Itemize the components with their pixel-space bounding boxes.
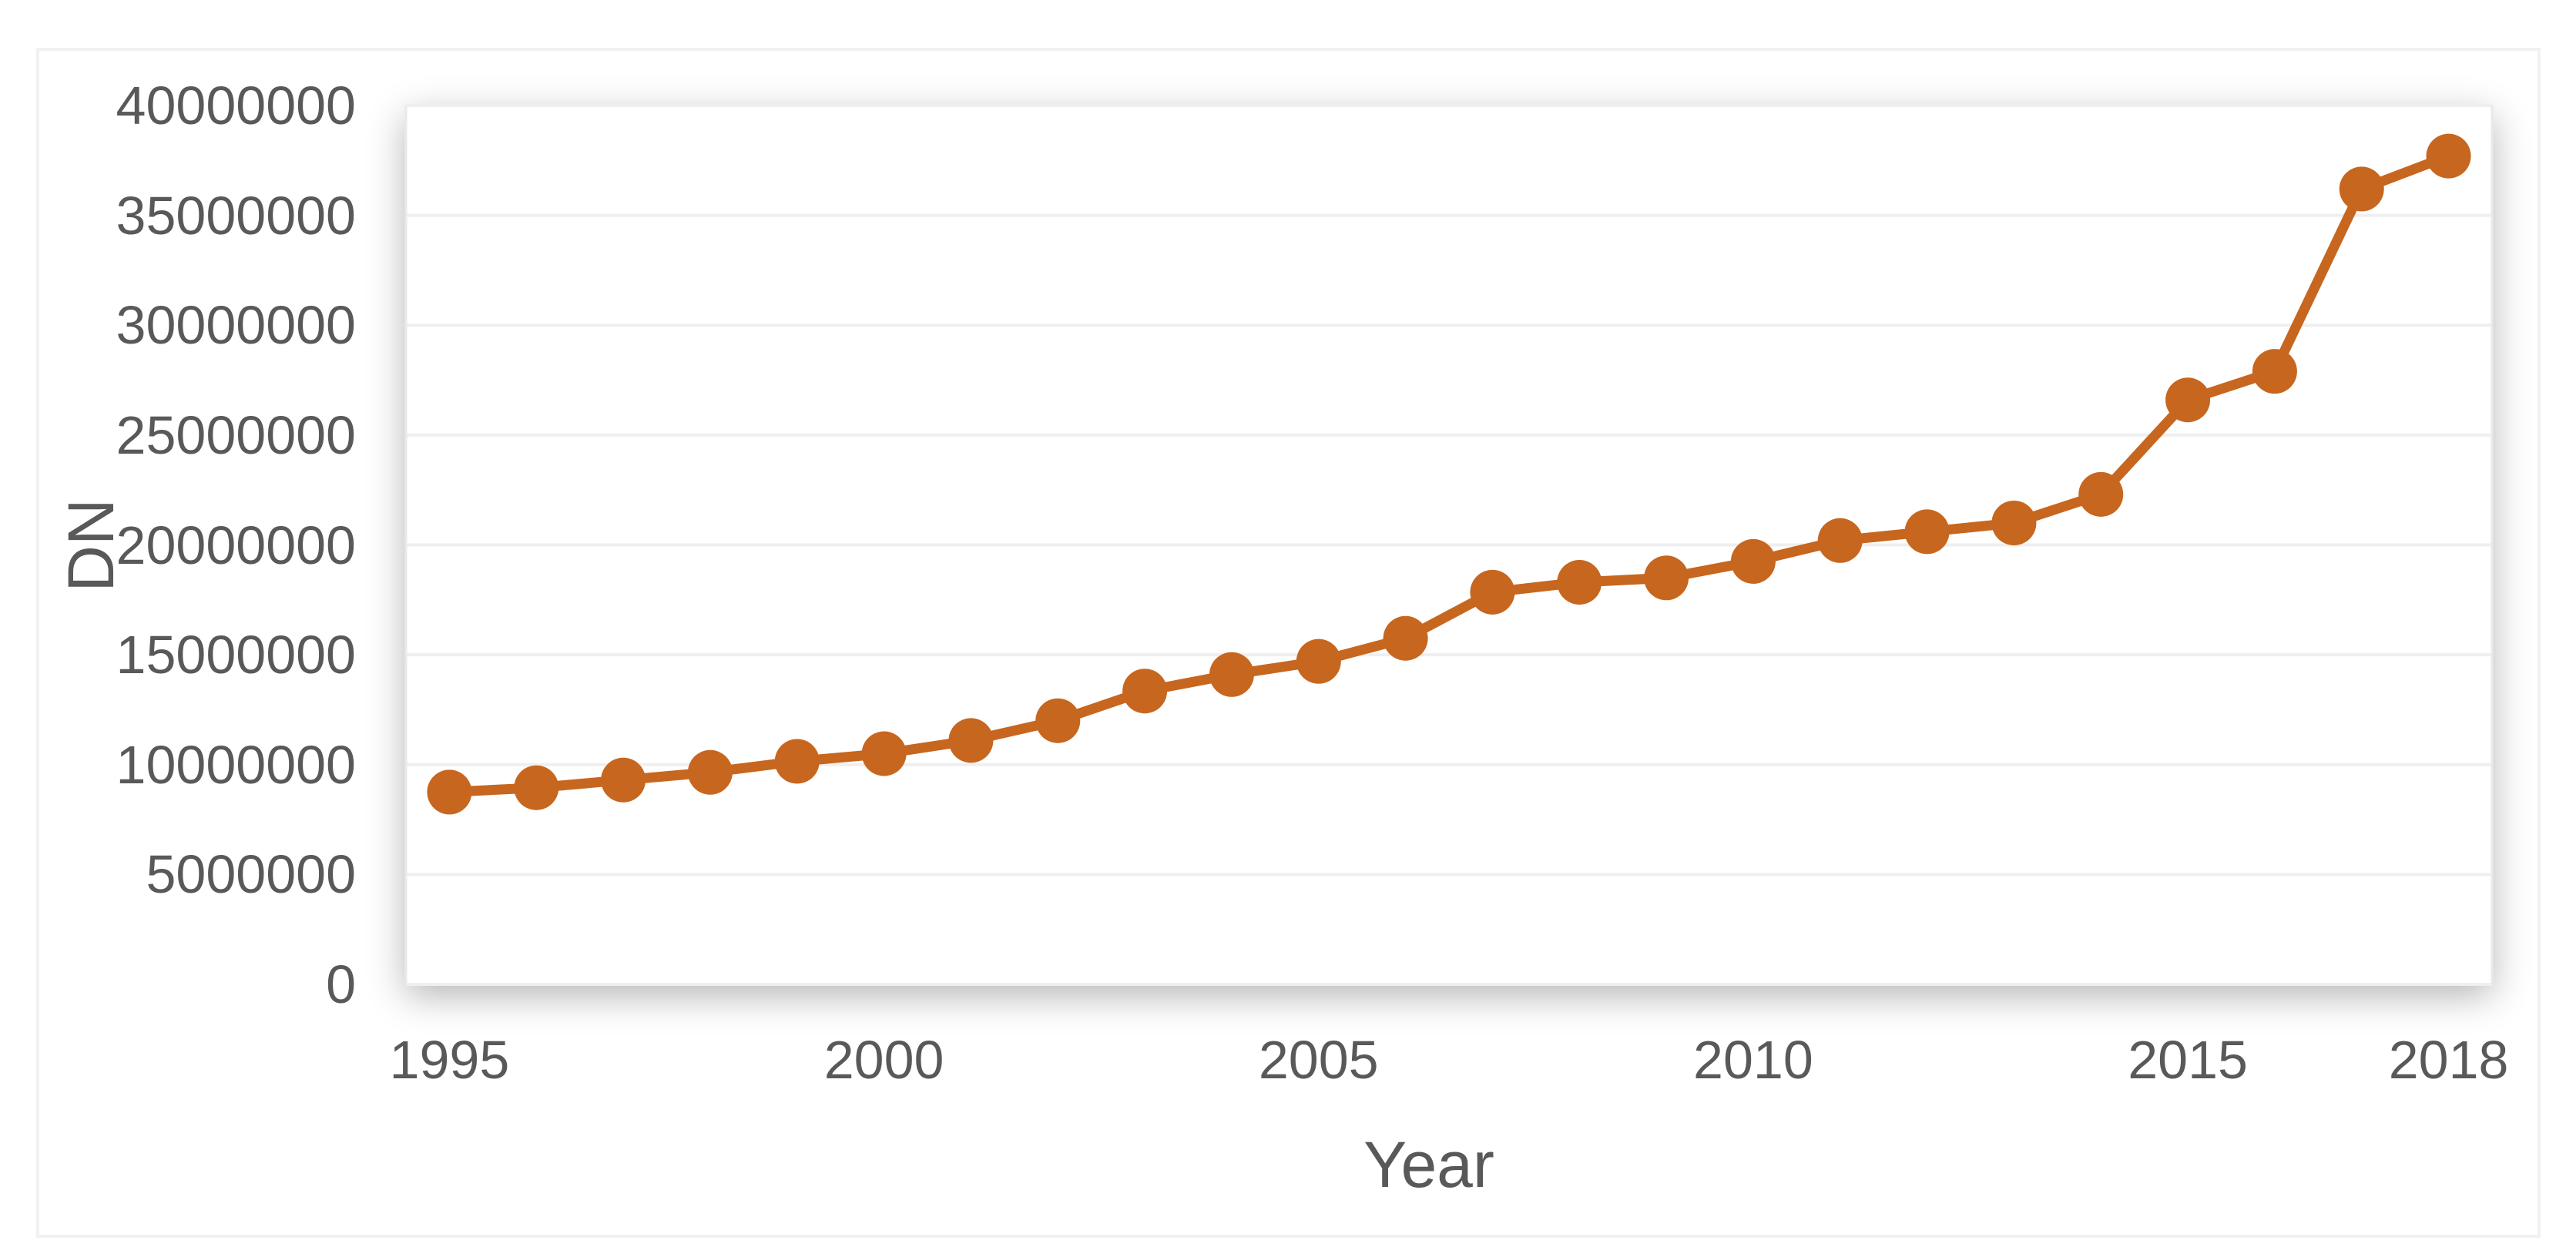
gridlines	[404, 104, 2494, 986]
x-tick-label: 2010	[1693, 1030, 1813, 1090]
data-point	[948, 718, 994, 763]
y-axis-title: DN	[55, 498, 127, 592]
data-point	[1557, 559, 1602, 605]
data-point	[1730, 538, 1776, 584]
x-tick-label: 2000	[823, 1030, 944, 1090]
data-point	[1383, 615, 1428, 661]
y-tick-label: 20000000	[116, 515, 356, 575]
data-point	[2252, 349, 2297, 394]
y-tick-label: 25000000	[116, 404, 356, 465]
data-point	[1122, 669, 1168, 714]
data-point	[1035, 698, 1081, 743]
y-tick-label: 30000000	[116, 295, 356, 356]
data-point	[2078, 471, 2124, 517]
x-tick-label: 2015	[2128, 1030, 2248, 1090]
x-tick-label: 2018	[2388, 1030, 2509, 1090]
data-point	[1470, 569, 1515, 615]
data-point	[2165, 377, 2211, 423]
series-path	[444, 151, 2454, 797]
y-tick-label: 35000000	[116, 185, 356, 246]
data-point	[427, 769, 472, 815]
data-point	[1904, 509, 1950, 555]
data-point	[2339, 166, 2384, 212]
y-tick-label: 10000000	[116, 734, 356, 795]
x-tick-label: 2005	[1258, 1030, 1379, 1090]
y-tick-label: 0	[326, 954, 356, 1014]
data-point	[601, 757, 646, 803]
y-tick-label: 5000000	[146, 844, 356, 905]
data-point	[1644, 555, 1689, 601]
data-point	[1209, 652, 1254, 697]
x-axis-title: Year	[1363, 1128, 1494, 1201]
data-point	[861, 731, 907, 776]
data-point	[1817, 518, 1863, 563]
data-point	[514, 765, 559, 810]
y-tick-label: 40000000	[116, 75, 356, 136]
x-tick-label: 1995	[389, 1030, 510, 1090]
data-point	[774, 739, 820, 784]
data-point	[1296, 639, 1341, 684]
y-tick-label: 15000000	[116, 625, 356, 685]
data-point	[1991, 500, 2037, 545]
data-point	[2426, 133, 2471, 179]
data-point	[687, 749, 733, 795]
series-line	[427, 133, 2471, 815]
